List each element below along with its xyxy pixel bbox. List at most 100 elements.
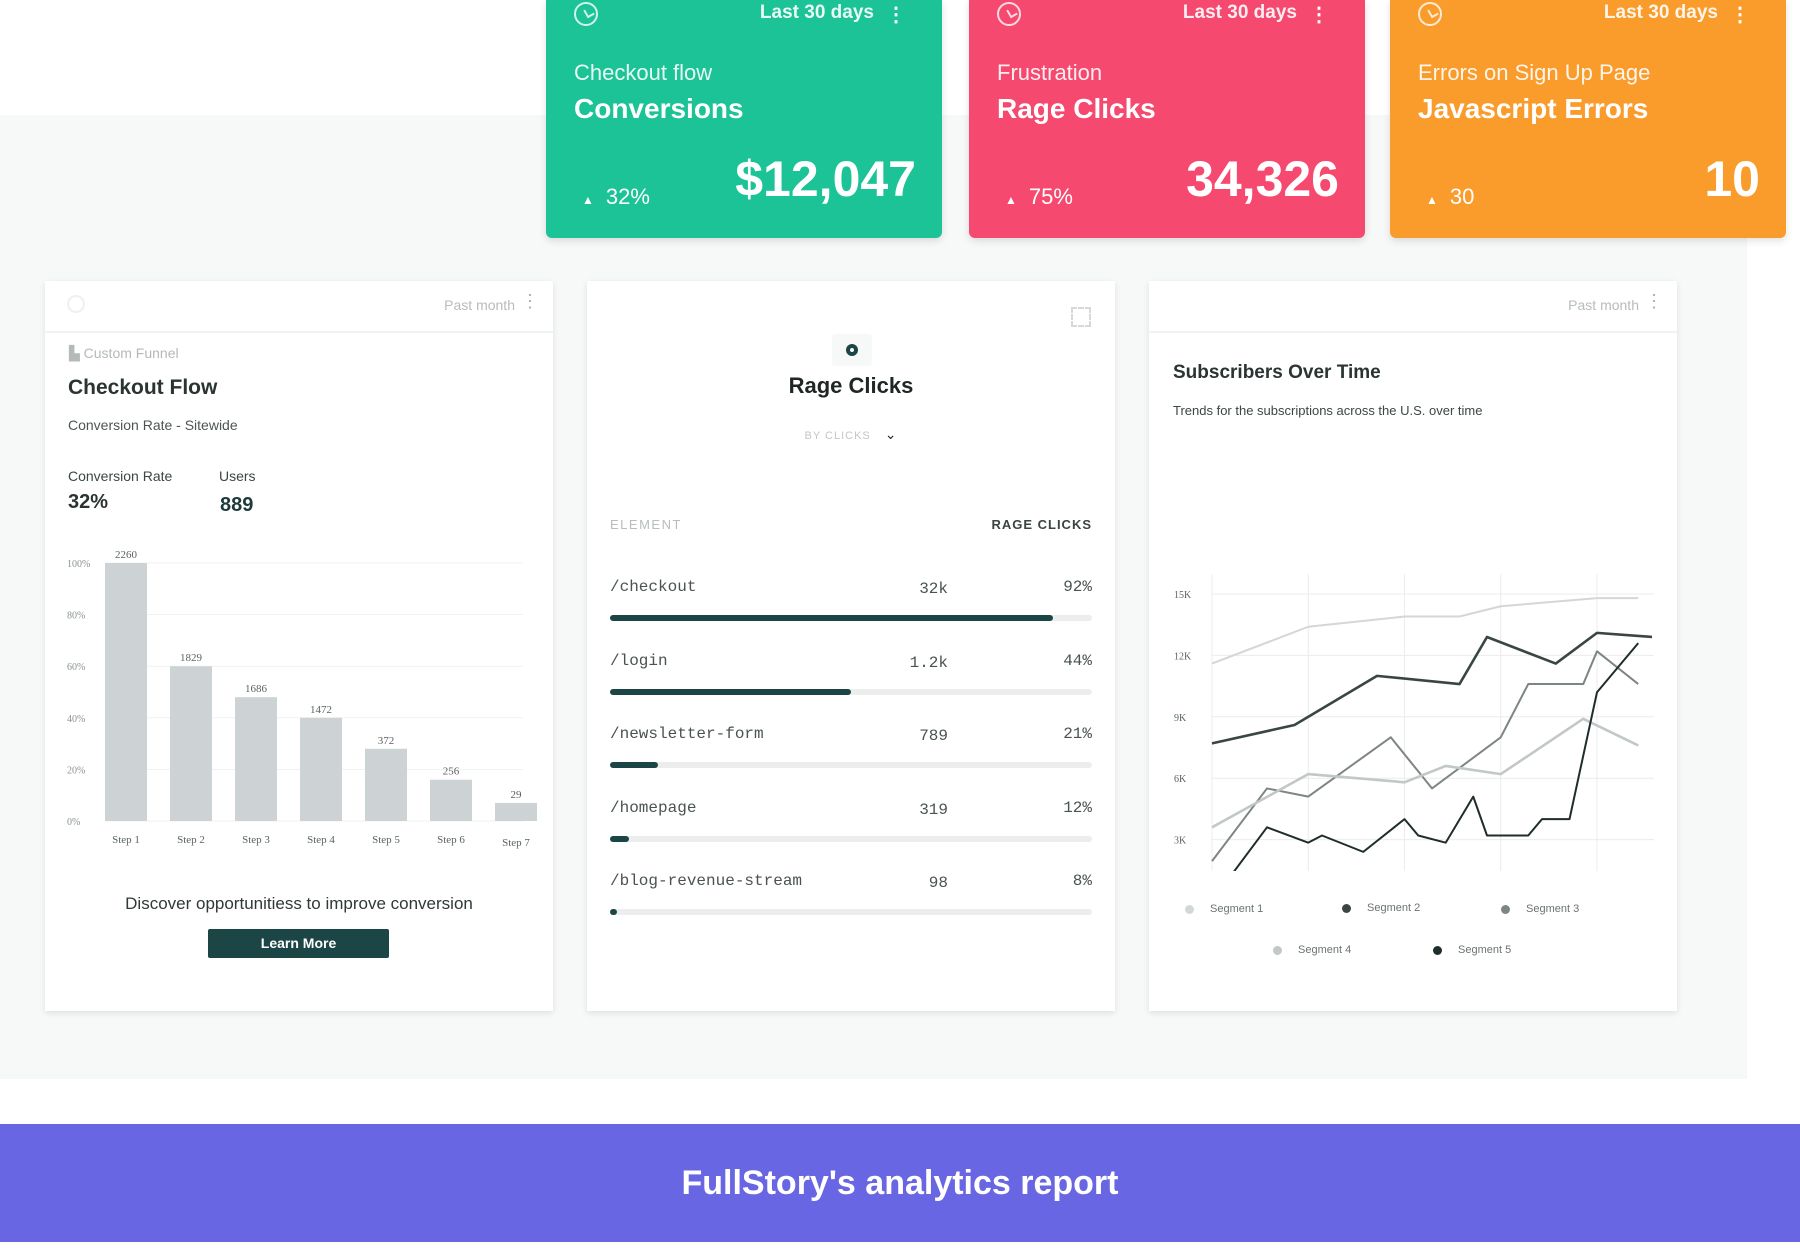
click-percent: 44% xyxy=(1063,651,1092,670)
bar xyxy=(495,802,537,821)
funnel-tag: ▙ Custom Funnel xyxy=(69,345,179,361)
period-label[interactable]: Past month xyxy=(444,297,515,313)
legend-item[interactable]: Segment 3 xyxy=(1501,903,1579,915)
checkout-funnel-card: Past month ⋮ ▙ Custom Funnel Checkout Fl… xyxy=(45,281,553,1011)
y-tick-label: 20% xyxy=(67,765,85,776)
table-row[interactable]: /newsletter-form 789 21% xyxy=(610,725,1092,785)
legend-item[interactable]: Segment 2 xyxy=(1342,902,1420,914)
progress-fill xyxy=(610,835,630,842)
element-path: /newsletter-form xyxy=(610,725,764,743)
y-tick-label: 0% xyxy=(67,817,80,828)
clock-icon xyxy=(1418,2,1442,26)
legend-label: Segment 5 xyxy=(1458,944,1512,956)
period-label[interactable]: Last 30 days xyxy=(759,2,874,23)
bar xyxy=(170,666,212,821)
table-row[interactable]: /homepage 319 12% xyxy=(610,799,1092,859)
legend-item[interactable]: Segment 4 xyxy=(1273,944,1351,956)
x-tick-label: Step 1 xyxy=(112,834,140,846)
table-row[interactable]: /checkout 32k 92% xyxy=(610,578,1092,638)
learn-more-button[interactable]: Learn More xyxy=(208,929,389,958)
legend-dot-icon xyxy=(1185,904,1194,914)
click-count: 319 xyxy=(919,800,948,819)
clock-icon xyxy=(574,2,598,26)
arrow-up-icon: ▲ xyxy=(582,193,594,207)
card-title: Subscribers Over Time xyxy=(1173,362,1381,383)
kpi-value: $12,047 xyxy=(735,151,916,207)
series-line-3 xyxy=(1211,650,1639,862)
x-tick-label: Step 5 xyxy=(372,834,400,846)
element-path: /homepage xyxy=(610,798,697,817)
sort-dropdown[interactable]: BY CLICKS ⌄ xyxy=(804,426,898,442)
clock-icon xyxy=(997,2,1021,26)
users-label: Users xyxy=(219,468,256,484)
card-header: Past month ⋮ xyxy=(1149,281,1677,333)
kpi-title: Javascript Errors xyxy=(1418,93,1649,124)
click-percent: 92% xyxy=(1063,578,1092,596)
expand-icon[interactable] xyxy=(1071,307,1091,327)
more-options-icon[interactable]: ⋮ xyxy=(886,4,906,26)
kpi-delta: ▲ 75% xyxy=(1005,184,1073,209)
legend-dot-icon xyxy=(1342,903,1351,913)
arrow-up-icon: ▲ xyxy=(1005,193,1017,207)
series-line-5 xyxy=(1233,642,1640,871)
click-count: 1.2k xyxy=(909,653,948,672)
card-subtitle: Conversion Rate - Sitewide xyxy=(68,417,238,433)
bar xyxy=(235,697,277,821)
legend-label: Segment 1 xyxy=(1210,903,1264,915)
period-label[interactable]: Last 30 days xyxy=(1603,2,1718,23)
x-tick-label: Step 4 xyxy=(307,834,335,846)
element-path: /checkout xyxy=(610,578,697,596)
table-row[interactable]: /login 1.2k 44% xyxy=(610,652,1092,712)
legend-dot-icon xyxy=(1273,945,1282,955)
more-options-icon[interactable]: ⋮ xyxy=(1645,291,1663,311)
more-options-icon[interactable]: ⋮ xyxy=(521,291,539,311)
bar-data-label: 372 xyxy=(378,735,395,747)
series-line-2 xyxy=(1211,631,1653,745)
subscribers-line-chart: 1/101/171/241/311K3K6K9K12K15K xyxy=(1174,574,1654,871)
clock-icon xyxy=(67,295,85,313)
x-tick-label: Step 2 xyxy=(177,834,205,846)
bar-data-label: 29 xyxy=(511,789,523,801)
period-label[interactable]: Past month xyxy=(1568,297,1639,313)
y-tick-label: 60% xyxy=(67,662,85,673)
cta-text: Discover opportunitiess to improve conve… xyxy=(125,894,473,913)
card-title: Rage Clicks xyxy=(788,373,914,398)
table-row[interactable]: /blog-revenue-stream 98 8% xyxy=(610,872,1092,932)
bar xyxy=(365,748,407,821)
bar-data-label: 1686 xyxy=(245,683,268,695)
y-tick-label: 3K xyxy=(1174,836,1187,847)
y-tick-label: 9K xyxy=(1174,713,1187,724)
rage-clicks-card: Rage Clicks BY CLICKS ⌄ ELEMENT RAGE CLIC… xyxy=(587,281,1115,1011)
click-count: 98 xyxy=(928,874,948,892)
x-tick-label: Step 3 xyxy=(242,834,270,846)
more-options-icon[interactable]: ⋮ xyxy=(1730,4,1750,26)
funnel-bar-chart: 0% 20% 40% 60% 80% 100% 2260 Step 1 1829 Step 2 16… xyxy=(67,549,537,849)
conversion-rate-value: 32% xyxy=(68,491,109,513)
period-label[interactable]: Last 30 days xyxy=(1182,2,1297,23)
column-header-rage-clicks[interactable]: RAGE CLICKS xyxy=(991,517,1092,532)
progress-track xyxy=(610,835,1092,842)
y-tick-label: 40% xyxy=(67,714,85,725)
chevron-down-icon: ⌄ xyxy=(884,426,898,442)
bar xyxy=(300,717,342,821)
y-tick-label: 6K xyxy=(1174,774,1187,785)
progress-fill xyxy=(610,688,851,695)
more-options-icon[interactable]: ⋮ xyxy=(1309,4,1329,26)
x-tick-label: Step 6 xyxy=(437,834,465,846)
kpi-value: 34,326 xyxy=(1186,151,1339,207)
kpi-title: Conversions xyxy=(574,93,744,124)
progress-fill xyxy=(610,762,659,768)
kpi-value: 10 xyxy=(1704,151,1760,207)
series-line-1 xyxy=(1211,597,1639,665)
progress-track xyxy=(610,615,1092,621)
kpi-card[interactable]: Last 30 days ⋮ Errors on Sign Up Page Ja… xyxy=(1390,0,1786,238)
kpi-subtitle: Errors on Sign Up Page xyxy=(1418,60,1651,85)
kpi-card[interactable]: Last 30 days ⋮ Frustration Rage Clicks ▲… xyxy=(969,0,1365,238)
kpi-card[interactable]: Last 30 days ⋮ Checkout flow Conversions… xyxy=(546,0,942,238)
series-line-4 xyxy=(1211,717,1639,829)
legend-item[interactable]: Segment 1 xyxy=(1185,903,1263,915)
users-value: 889 xyxy=(220,494,254,516)
x-tick-label: Step 7 xyxy=(502,837,530,849)
card-title: Checkout Flow xyxy=(68,376,218,399)
legend-item[interactable]: Segment 5 xyxy=(1433,944,1511,956)
